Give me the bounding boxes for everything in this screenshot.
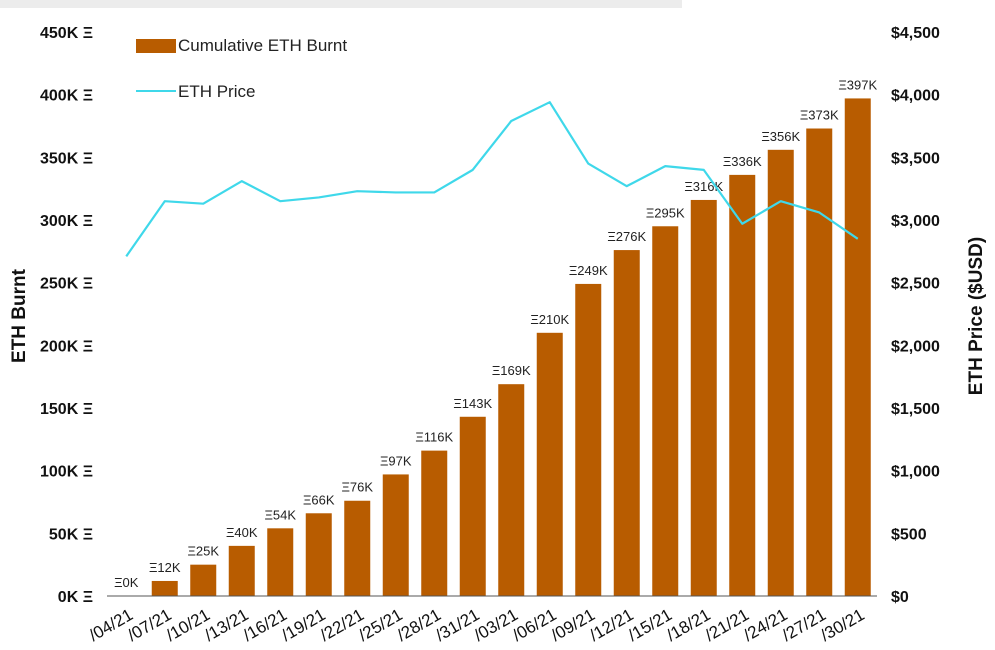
bar-15-21 bbox=[652, 226, 679, 596]
bar-10-21 bbox=[190, 564, 217, 596]
y-left-tick-label: 150K Ξ bbox=[40, 401, 93, 418]
bar-13-21 bbox=[228, 545, 255, 596]
y-axis-left-title: ETH Burnt bbox=[9, 268, 30, 363]
y-left-tick-label: 250K Ξ bbox=[40, 276, 93, 293]
legend: Cumulative ETH Burnt ETH Price bbox=[136, 36, 347, 101]
bar-09-21 bbox=[575, 283, 602, 596]
bar-31-21 bbox=[459, 416, 486, 596]
bar-data-label: Ξ97K bbox=[380, 453, 412, 468]
y-right-tick-label: $1,500 bbox=[891, 401, 940, 418]
bar-data-label: Ξ276K bbox=[607, 229, 646, 244]
y-left-tick-label: 0K Ξ bbox=[58, 589, 93, 606]
y-left-tick-label: 400K Ξ bbox=[40, 88, 93, 105]
bar-series bbox=[151, 98, 871, 597]
bar-22-21 bbox=[344, 500, 371, 596]
bar-data-label: Ξ210K bbox=[530, 312, 569, 327]
bar-12-21 bbox=[613, 250, 640, 596]
bar-07-21 bbox=[151, 580, 178, 596]
bar-data-label: Ξ12K bbox=[149, 560, 181, 575]
y-right-tick-label: $2,500 bbox=[891, 276, 940, 293]
y-right-tick-label: $4,000 bbox=[891, 88, 940, 105]
bar-30-21 bbox=[844, 98, 871, 596]
y-right-tick-label: $4,500 bbox=[891, 25, 940, 42]
y-axis-right-title: ETH Price ($USD) bbox=[966, 237, 987, 395]
x-tick-label: /30/21 bbox=[817, 605, 867, 645]
y-right-tick-label: $2,000 bbox=[891, 338, 940, 355]
bar-19-21 bbox=[305, 513, 332, 596]
legend-swatch-bar bbox=[136, 39, 176, 53]
legend-label-eth-price: ETH Price bbox=[178, 82, 255, 101]
bar-data-label: Ξ336K bbox=[723, 154, 762, 169]
bar-16-21 bbox=[267, 528, 294, 596]
y-left-tick-label: 350K Ξ bbox=[40, 150, 93, 167]
bar-data-label: Ξ356K bbox=[761, 129, 800, 144]
bar-data-label: Ξ76K bbox=[341, 480, 373, 495]
bar-data-label: Ξ373K bbox=[800, 108, 839, 123]
y-right-tick-label: $3,000 bbox=[891, 213, 940, 230]
bar-data-label: Ξ249K bbox=[569, 263, 608, 278]
bar-data-label: Ξ316K bbox=[684, 179, 723, 194]
bar-data-label: Ξ143K bbox=[453, 396, 492, 411]
bar-data-label: Ξ0K bbox=[114, 575, 139, 590]
bar-28-21 bbox=[421, 450, 448, 596]
bar-18-21 bbox=[690, 199, 717, 597]
y-right-tick-label: $0 bbox=[891, 589, 909, 606]
price-line-series bbox=[125, 101, 859, 257]
bar-data-label: Ξ66K bbox=[303, 492, 335, 507]
bar-03-21 bbox=[498, 384, 525, 596]
x-axis: /04/21/07/21/10/21/13/21/16/21/19/21/22/… bbox=[86, 595, 877, 645]
bar-25-21 bbox=[382, 474, 409, 596]
bar-data-label: Ξ397K bbox=[838, 77, 877, 92]
bar-27-21 bbox=[806, 128, 833, 597]
bar-data-label: Ξ116K bbox=[415, 430, 453, 445]
y-left-tick-label: 200K Ξ bbox=[40, 338, 93, 355]
legend-label-eth-burnt: Cumulative ETH Burnt bbox=[178, 36, 347, 55]
y-left-tick-label: 450K Ξ bbox=[40, 25, 93, 42]
bar-06-21 bbox=[536, 332, 563, 596]
bar-data-label: Ξ40K bbox=[226, 525, 258, 540]
bar-data-label: Ξ295K bbox=[646, 205, 685, 220]
y-right-tick-label: $3,500 bbox=[891, 150, 940, 167]
top-banner-strip bbox=[0, 0, 682, 8]
bar-24-21 bbox=[767, 149, 794, 596]
bar-21-21 bbox=[729, 174, 756, 596]
y-right-tick-label: $1,000 bbox=[891, 464, 940, 481]
y-left-tick-label: 300K Ξ bbox=[40, 213, 93, 230]
y-left-tick-label: 100K Ξ bbox=[40, 464, 93, 481]
bar-data-label: Ξ54K bbox=[264, 507, 296, 522]
y-left-tick-label: 50K Ξ bbox=[49, 526, 93, 543]
y-axis-left: 0K Ξ 50K Ξ 100K Ξ 150K Ξ 200K Ξ 250K Ξ 300K Ξ 3… bbox=[40, 25, 93, 606]
y-right-tick-label: $500 bbox=[891, 526, 927, 543]
bar-data-label: Ξ169K bbox=[492, 363, 531, 378]
bar-data-label: Ξ25K bbox=[187, 544, 219, 559]
y-axis-right: $0 $500 $1,000 $1,500 $2,000 $2,500 $3,000 $3,5… bbox=[891, 25, 940, 606]
eth-price-line bbox=[125, 101, 859, 257]
